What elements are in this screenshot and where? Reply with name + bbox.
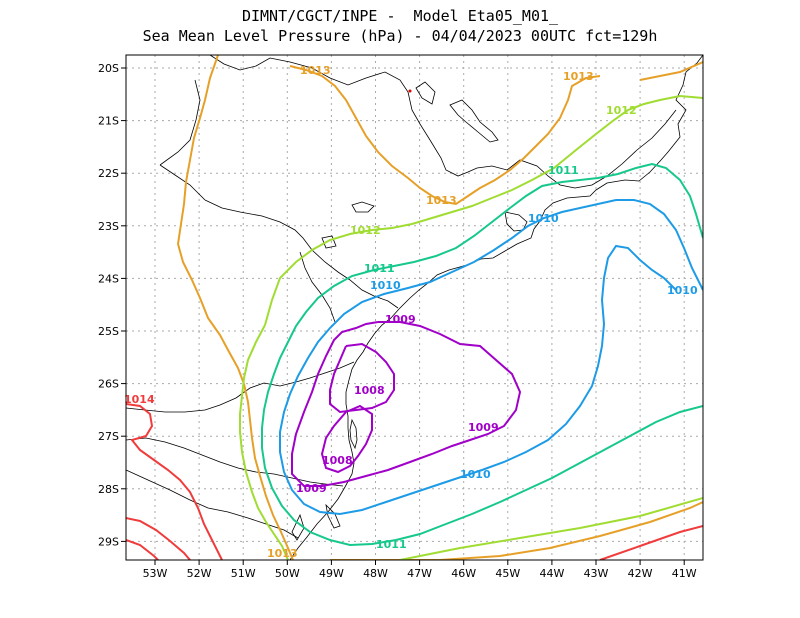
reservoir-d [321,235,337,249]
reservoir-a [449,99,499,143]
x-tick-label: 45W [495,567,520,580]
isobar-1012 [264,94,703,326]
chart-title-line2: Sea Mean Level Pressure (hPa) - 04/04/20… [142,27,658,45]
x-tick-label: 41W [672,567,697,580]
y-tick-label: 21S [98,115,119,128]
x-tick-label: 53W [143,567,168,580]
isobar-1013-south [330,501,703,560]
y-tick-label: 22S [98,167,119,180]
contour-label: 1009 [385,313,416,326]
contour-label: 1013 [426,194,457,207]
contour-label: 1009 [468,421,499,434]
ilha-santa-catarina [349,418,358,450]
contour-label: 1014 [124,393,155,406]
border-mg-sp [209,55,576,189]
lagoon-south [291,513,305,541]
y-tick-label: 24S [98,272,119,285]
contour-label: 1011 [376,538,407,551]
contour-label: 1011 [548,164,579,177]
x-tick-label: 52W [187,567,212,580]
y-tick-label: 27S [98,430,119,443]
map-frame [125,54,704,561]
x-tick-label: 44W [539,567,564,580]
isobar-1009 [291,321,522,487]
border-ms-mg [159,79,201,166]
y-tick-label: 29S [98,535,119,548]
contour-label: 1011 [364,262,395,275]
graticule-grid [126,55,703,560]
coastline-and-borders [126,55,703,560]
isobar-1014 [126,517,191,560]
y-tick-label: 20S [98,62,119,75]
chart-title-line1: DIMNT/CGCT/INPE - Model Eta05_M01_ [241,7,559,25]
isobar-1008-south [320,404,373,474]
y-tick-label: 28S [98,483,119,496]
isobar-1014-south [599,525,703,560]
x-tick-label: 46W [451,567,476,580]
y-tick-label: 25S [98,325,119,338]
y-tick-label: 26S [98,378,119,391]
city-marker [408,89,412,93]
border-mg-rj [574,109,677,189]
x-tick-label: 50W [275,567,300,580]
isobar-1013-west [176,55,294,560]
isobar-1014-west [126,403,223,560]
x-tick-label: 47W [407,567,432,580]
contour-labels: 1013 1013 1013 1013 1012 1012 1011 1011 … [124,64,698,560]
isobar-1008-north [329,342,395,414]
isobar-1013-east [639,61,703,81]
x-tick-label: 51W [231,567,256,580]
contour-label: 1010 [667,284,698,297]
reservoir-b [415,81,436,105]
y-tick-label: 23S [98,220,119,233]
border-pr-paraguay [299,251,336,323]
x-tick-label: 42W [628,567,653,580]
border-uruguay-river [126,469,299,539]
contour-label: 1012 [606,104,637,117]
isobar-1012-south [399,497,703,560]
isobar-1010-main [279,199,703,516]
x-tick-label: 49W [319,567,344,580]
contour-label: 1010 [370,279,401,292]
reservoir-c [351,201,375,213]
contour-label: 1013 [563,70,594,83]
border-sp-ms [159,164,206,201]
contour-label: 1008 [354,384,385,397]
isobar-1012-west [239,324,289,560]
contour-label: 1010 [460,468,491,481]
x-tick-label: 43W [584,567,609,580]
y-axis-ticks: 20S 21S 22S 23S 24S 25S 26S 27S 28S 29S [98,62,126,548]
x-tick-label: 48W [363,567,388,580]
contour-label: 1013 [267,547,298,560]
contour-label: 1009 [296,482,327,495]
contour-label: 1012 [350,224,381,237]
isobars [126,55,703,560]
x-axis-ticks: 53W 52W 51W 50W 49W 48W 47W 46W 45W 44W 43W 42W 41W [143,560,697,580]
contour-label: 1013 [300,64,331,77]
lagoa [325,503,341,529]
coastline [289,55,703,560]
contour-label: 1008 [322,454,353,467]
border-sc-rs [126,437,344,487]
contour-label: 1010 [528,212,559,225]
isobar-1013-north [289,65,601,206]
isobar-1011 [261,162,703,547]
isobar-1015 [126,539,159,560]
